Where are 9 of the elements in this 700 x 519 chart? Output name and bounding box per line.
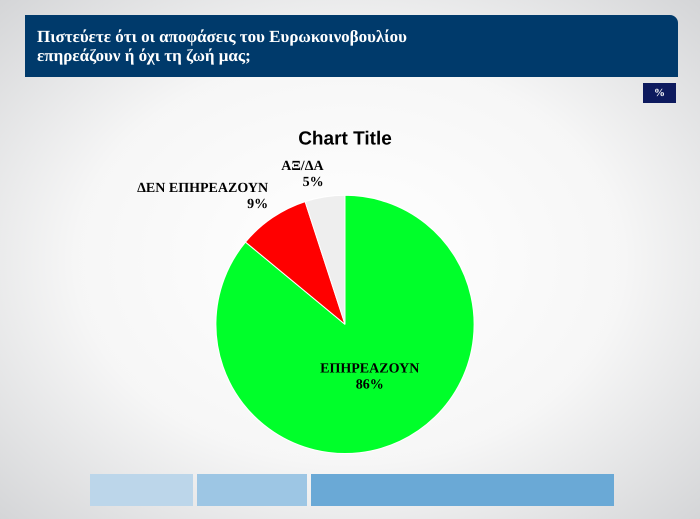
slice-label: ΑΞ/ΔΑ — [281, 158, 324, 174]
data-label: 86% — [356, 378, 384, 393]
data-label: 5% — [302, 174, 324, 190]
text: % — [643, 83, 676, 103]
slice-label: ΔΕΝ ΕΠΗΡΕΑΖΟΥΝ — [137, 180, 268, 196]
chart-title: Πιστεύετε ότι οι αποφάσεις του Ευρωκοινοβουλίου επηρεάζουν ή όχι τη ζωή μας; — [37, 27, 408, 65]
data-label: 9% — [247, 196, 268, 212]
chart-subtitle: Chart Title — [298, 128, 392, 150]
slice-label: ΕΠΗΡΕΑΖΟΥΝ — [320, 362, 420, 377]
